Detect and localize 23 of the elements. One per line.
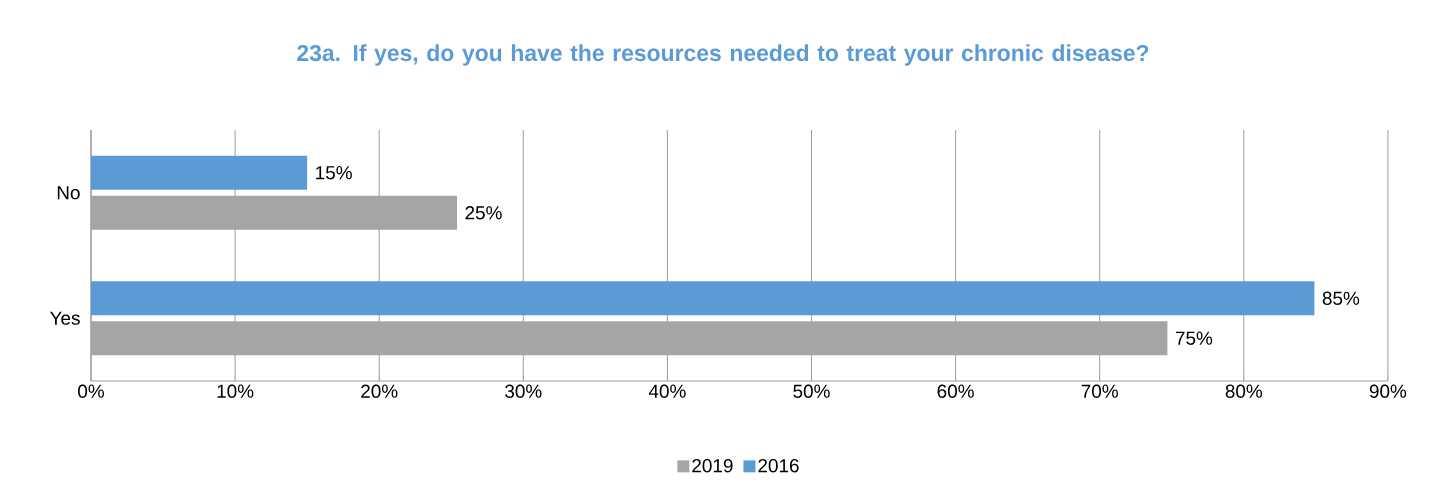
x-tick-label: 60% [937,384,974,398]
x-tick-label: 90% [1369,384,1407,398]
y-tick-label: Yes [50,311,80,325]
chart-title: 23a. If yes, do you have the resources needed to treat your chronic disease? [297,44,1149,66]
legend-label: 2016 [758,458,799,473]
bar [91,281,1315,316]
x-tick-label: 50% [793,384,830,398]
legend-label: 2019 [692,458,733,473]
x-tick-label: 10% [217,384,254,398]
bar [91,155,308,190]
bar [91,195,458,230]
data-label: 75% [1175,331,1213,345]
data-label: 85% [1322,291,1360,305]
bar [91,321,1168,356]
x-tick-label: 20% [361,384,398,398]
x-tick-label: 0% [78,384,104,398]
y-tick-label: No [57,186,80,200]
data-label: 15% [316,166,352,180]
x-tick-label: 70% [1081,384,1118,398]
x-tick-label: 40% [648,384,686,398]
x-tick-label: 30% [505,384,542,398]
data-label: 25% [465,206,502,220]
x-tick-label: 80% [1225,384,1263,398]
